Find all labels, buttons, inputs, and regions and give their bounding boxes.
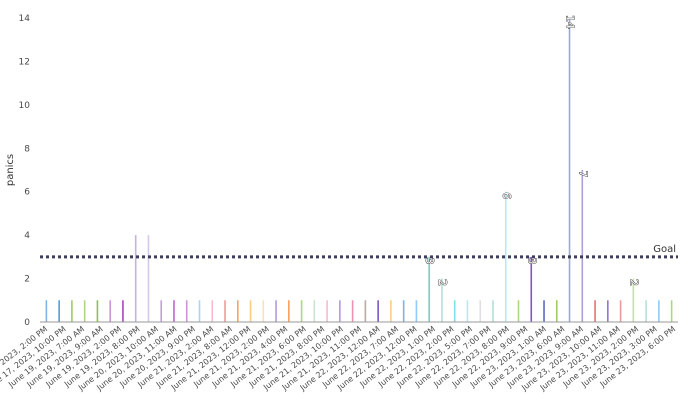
bar [441,278,443,322]
bar [71,300,73,322]
bar [211,300,214,322]
bar [96,300,99,322]
y-tick-label: 12 [19,57,30,67]
bar [581,170,584,322]
y-tick-label: 4 [24,231,30,241]
bar [173,300,175,322]
bar [185,300,188,322]
bar [262,300,265,322]
bar [632,278,635,322]
bar [568,18,571,322]
data-label: 6 [500,192,513,199]
bar [453,300,456,322]
bar [288,300,290,322]
bar [313,300,316,322]
y-axis-title: panics [5,154,16,186]
bar [109,300,111,322]
bar [670,300,673,322]
data-label: 2 [627,279,640,286]
bar [122,300,124,322]
bar [224,300,226,322]
y-tick-label: 8 [24,144,30,154]
bar [160,300,163,322]
bar [555,300,558,322]
bar [658,300,660,322]
bar [377,300,379,322]
bar [517,300,520,322]
bar [249,300,252,322]
data-label: 3 [525,257,538,264]
bar [530,256,533,322]
bar [402,300,405,322]
bars-group [45,18,673,322]
y-axis: panics 0 2 4 6 8 10 12 14 [5,14,30,328]
bar [83,300,86,322]
bar [198,300,201,322]
bar [645,300,647,322]
bar [390,300,392,322]
y-tick-label: 10 [19,101,31,111]
bar [479,300,482,322]
y-tick-label: 0 [24,318,30,328]
goal-label: Goal [653,244,676,255]
bar [492,300,494,322]
data-label: 2 [436,279,449,286]
bar [326,300,328,322]
bar [619,300,622,322]
bar [134,235,137,322]
bar [300,300,303,322]
y-tick-label: 14 [19,14,31,24]
bar [147,235,150,322]
bar [351,300,354,322]
bar [364,300,367,322]
bar [428,256,430,322]
data-label: 14 [564,15,577,29]
y-tick-label: 6 [24,188,30,198]
bar [236,300,239,322]
bar [58,300,60,322]
bar [466,300,469,322]
data-labels-group: 3 2 6 3 14 7 2 [423,15,641,287]
data-label: 3 [423,257,436,264]
y-tick-label: 2 [24,275,30,285]
data-label: 7 [576,171,589,178]
bar [594,300,596,322]
goal-line-group: Goal [40,244,678,259]
bar [607,300,609,322]
bar [543,300,545,322]
bar [504,191,507,322]
bar [45,300,48,322]
bar [339,300,341,322]
bar [415,300,418,322]
bar [275,300,277,322]
